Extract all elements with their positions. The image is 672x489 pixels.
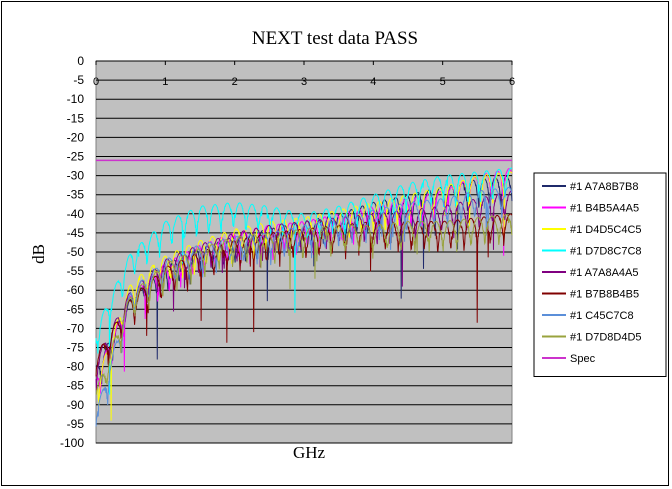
y-tick-label: -85 [67,379,85,393]
y-tick-label: -60 [67,283,85,297]
x-tick-label: 3 [301,76,307,88]
y-tick-label: 0 [77,54,84,68]
x-tick-label: 0 [93,76,99,88]
legend-entry: Spec [570,353,596,365]
series-line [95,213,513,396]
legend-entry: #1 B4B5A4A5 [570,203,639,215]
y-tick-label: -25 [67,150,85,164]
chart-title: NEXT test data PASS [252,28,418,49]
x-tick-label: 4 [370,76,376,88]
y-tick-label: -80 [67,360,85,374]
y-tick-label: -55 [67,264,85,278]
legend-entry: #1 D4D5C4C5 [570,224,642,236]
series-line [95,186,513,427]
y-tick-label: -10 [67,92,85,106]
x-tick-label: 2 [232,76,238,88]
x-axis-ticks: 0 1 2 3 4 5 6 [93,61,515,88]
series-line [95,213,513,377]
x-tick-label: 5 [440,76,446,88]
legend-entry: #1 A7A8B7B8 [570,181,639,193]
x-tick-label: 6 [509,76,515,88]
series-line [95,190,513,391]
x-tick-label: 1 [162,76,168,88]
y-tick-label: -35 [67,188,85,202]
series-group [95,159,513,427]
series-line [95,167,513,395]
y-tick-label: -75 [67,341,85,355]
y-axis-ticks: 0 -5 -10 -15 -20 -25 -30 -35 -40 -45 -50 -55 -60 -65 -… [60,54,84,450]
legend-entry: #1 A7A8A4A5 [570,267,639,279]
y-tick-label: -40 [67,207,85,221]
y-tick-label: -45 [67,226,85,240]
y-tick-label: -90 [67,398,85,412]
legend-entry: #1 D7D8D4D5 [570,332,642,344]
legend-entry: #1 B7B8B4B5 [570,289,639,301]
y-tick-label: -100 [60,436,84,450]
y-tick-label: -30 [67,169,85,183]
y-tick-label: -65 [67,302,85,316]
y-tick-label: -95 [67,417,85,431]
gridlines [96,60,512,444]
y-tick-label: -15 [67,111,85,125]
y-tick-label: -70 [67,321,85,335]
y-tick-label: -20 [67,130,85,144]
legend: #1 A7A8B7B8 #1 B4B5A4A5 #1 D4D5C4C5 #1 D7D8… [533,172,667,377]
y-axis-label: dB [29,244,48,264]
y-tick-label: -5 [73,73,84,87]
x-axis-label: GHz [293,443,326,462]
legend-entry: #1 D7D8C7C8 [570,246,642,258]
legend-entry: #1 C45C7C8 [570,310,634,322]
y-tick-label: -50 [67,245,85,259]
